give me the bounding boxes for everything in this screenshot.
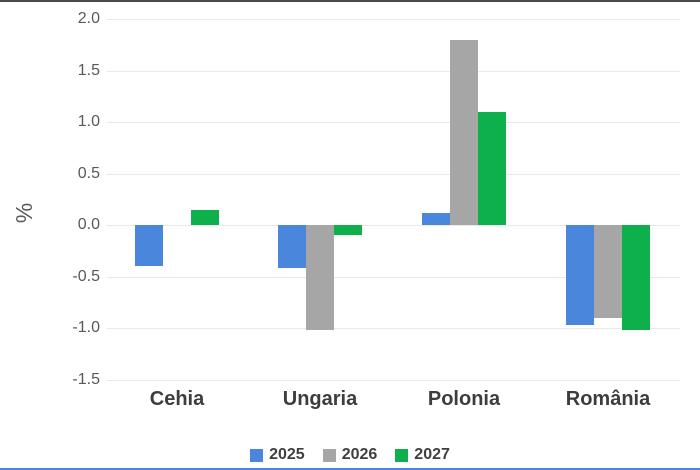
window-bottom-border [0,468,700,470]
legend-label-2027: 2027 [414,446,450,463]
legend-item-2025: 2025 [250,447,305,463]
y-tick-label: 1.5 [77,62,100,79]
y-tick-label: -0.5 [72,268,100,285]
y-tick-label: 2.0 [77,10,100,27]
y-tick-label: 0.5 [77,165,100,182]
y-tick-label: 1.0 [77,113,100,130]
gridline [107,71,680,72]
gridline [107,122,680,123]
gridline [107,277,680,278]
legend-swatch-2027 [395,448,409,462]
x-category-label-cehia: Cehia [149,388,205,410]
legend-item-2027: 2027 [395,447,450,463]
gridline [107,380,680,381]
y-tick-label: -1.0 [72,319,100,336]
gridline [107,328,680,329]
x-category-label-romania: România [565,388,651,410]
bar-2027-ungaria [334,225,362,235]
bar-2025-cehia [135,225,163,266]
legend-swatch-2025 [250,448,264,462]
window-top-border [0,0,700,2]
bar-2025-ungaria [278,225,306,268]
bar-2026-ungaria [306,225,334,330]
legend-label-2026: 2026 [341,446,378,463]
y-tick-label: 0.0 [77,216,100,233]
legend: 2025 2026 2027 [0,445,700,465]
bar-2027-polonia [478,112,506,225]
bar-2026-romania [594,225,622,318]
y-axis-label: % [11,202,37,224]
x-category-label-ungaria: Ungaria [282,388,358,410]
x-category-label-polonia: Polonia [427,388,501,410]
bar-2027-romania [622,225,650,330]
gridline [107,19,680,20]
legend-swatch-2026 [322,448,336,462]
y-tick-label: -1.5 [72,371,100,388]
bar-2025-romania [566,225,594,325]
gridline [107,174,680,175]
legend-item-2026: 2026 [322,446,378,463]
bar-2027-cehia [191,210,219,225]
bar-2025-polonia [422,213,450,225]
gridline [107,225,680,226]
legend-label-2025: 2025 [269,446,305,463]
bar-2026-polonia [450,40,478,225]
